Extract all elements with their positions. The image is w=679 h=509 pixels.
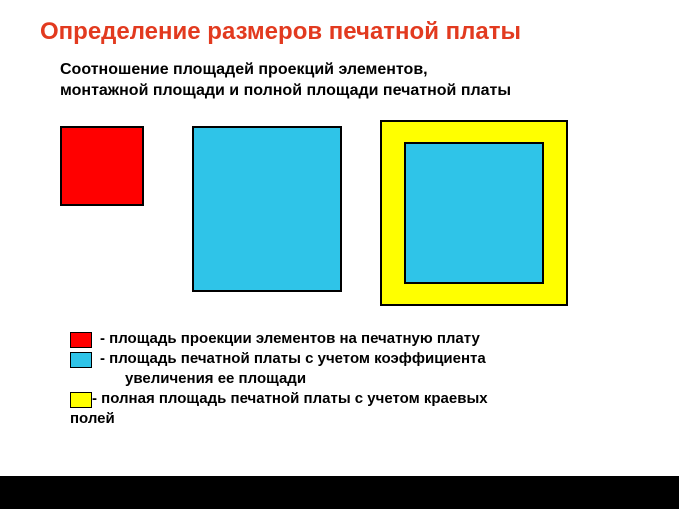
subtitle-line1: Соотношение площадей проекций элементов,: [60, 60, 511, 81]
legend-swatch: [70, 392, 92, 408]
legend-swatch: [70, 332, 92, 348]
subtitle-line2: монтажной площади и полной площади печат…: [60, 81, 511, 102]
legend-text: увеличения ее площади: [125, 370, 306, 387]
cyan-square: [192, 126, 342, 292]
legend-swatch: [70, 352, 92, 368]
slide-page: Определение размеров печатной платы Соот…: [0, 0, 679, 509]
slide-subtitle: Соотношение площадей проекций элементов,…: [60, 60, 511, 102]
bottom-bar: [0, 476, 679, 509]
legend-text: - площадь проекции элементов на печатную…: [100, 330, 480, 347]
legend-text: - площадь печатной платы с учетом коэффи…: [100, 350, 486, 367]
legend-text: - полная площадь печатной платы с учетом…: [92, 390, 488, 407]
legend-text: полей: [70, 410, 115, 427]
slide-title: Определение размеров печатной платы: [40, 18, 521, 46]
cyan-inner-square: [404, 142, 544, 284]
red-square: [60, 126, 144, 206]
